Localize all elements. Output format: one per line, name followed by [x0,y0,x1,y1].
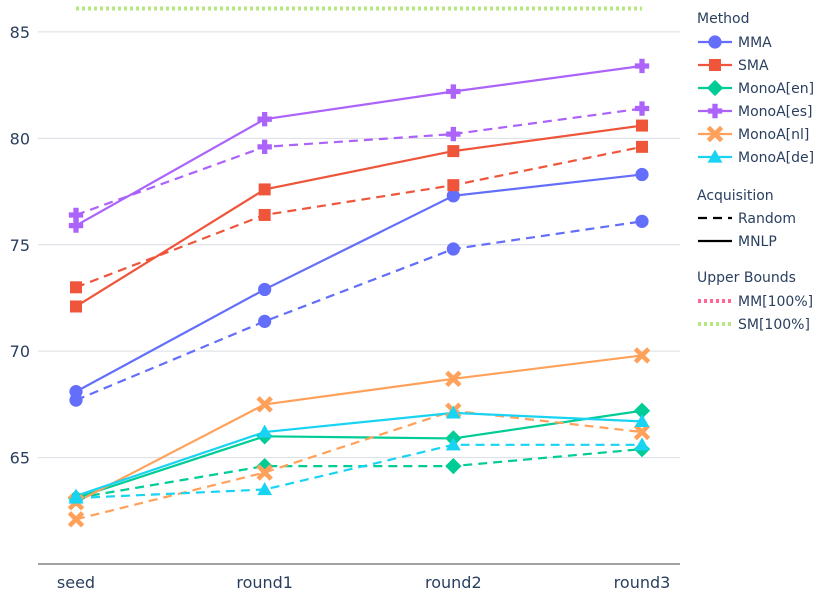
legend-item-mnlp[interactable]: MNLP [698,234,777,250]
legend-label: MM[100%] [738,294,813,310]
x-tick-label: round1 [236,573,293,592]
series-line-monoa-es-random [75,107,643,216]
legend-item-sm-100[interactable]: SM[100%] [698,317,810,333]
point-sma-mnlp-seed [70,300,82,313]
point-monoa-es-mnlp-round3 [634,58,650,74]
series-line-sma-mnlp [75,124,643,308]
point-mma-mnlp-round3 [635,167,649,182]
point-mma-random-round3 [635,214,649,228]
point-sma-mnlp-round3 [636,119,648,132]
point-sma-mnlp-round2 [447,145,460,158]
point-mma-mnlp-round1 [258,282,272,297]
point-mma-mnlp-seed [69,385,83,399]
point-monoa-de-random-round1 [257,482,273,496]
point-monoa-nl-mnlp-round3 [633,347,651,364]
point-monoa-en-mnlp-round3 [633,402,651,419]
point-monoa-de-random-round3 [634,437,650,451]
series-line-monoa-de-mnlp [75,411,643,497]
legend-marker-sma [709,59,721,71]
legend-title: Method [697,11,750,27]
legend-label: MMA [738,35,772,51]
point-monoa-es-random-round3 [634,101,650,116]
legend: Method MMA SMA MonoA[en] MonoA[es] MonoA[nl] M… [697,11,814,333]
series-line-monoa-de-random [75,443,642,500]
series-markers [67,58,651,528]
point-mma-random-round1 [258,314,272,328]
y-tick-label: 65 [10,449,30,468]
point-monoa-nl-mnlp-round1 [256,396,273,413]
y-tick-label: 75 [10,236,30,255]
x-tick-labels: seed round1 round2 round3 [57,573,670,592]
legend-item-random[interactable]: Random [698,211,796,227]
point-monoa-es-random-round2 [446,126,461,142]
legend-label: SM[100%] [738,317,810,333]
point-monoa-es-random-round1 [257,139,272,155]
x-tick-label: round3 [614,573,671,592]
point-monoa-de-mnlp-round3 [634,413,650,427]
series-line-sma-random [75,145,643,289]
point-monoa-es-mnlp-round2 [446,84,461,99]
point-monoa-nl-random-seed [67,511,85,528]
legend-item-monoa-nl[interactable]: MonoA[nl] [698,125,809,143]
point-sma-random-round3 [636,140,648,153]
series-line-monoa-en-mnlp [75,409,643,500]
series-line-monoa-en-random [75,447,643,500]
point-mma-random-round2 [446,242,460,256]
point-monoa-es-mnlp-round1 [257,111,272,127]
series-line-monoa-nl-mnlp [75,354,643,504]
legend-marker-monoa-en [706,79,724,97]
series-line-monoa-nl-random [75,409,643,521]
point-monoa-de-mnlp-seed [68,488,84,502]
legend-label: MNLP [738,234,777,250]
legend-marker-monoa-de [707,149,723,163]
y-tick-label: 85 [10,23,30,42]
point-sma-random-round1 [258,208,271,221]
point-monoa-nl-random-round1 [256,464,273,481]
series-line-monoa-es-mnlp [75,64,643,227]
legend-marker-mma [708,35,722,49]
point-mma-mnlp-round2 [446,189,460,203]
point-monoa-de-mnlp-round1 [257,424,273,438]
legend-item-monoa-en[interactable]: MonoA[en] [698,79,814,97]
legend-item-monoa-es[interactable]: MonoA[es] [698,103,813,120]
point-sma-random-seed [70,281,82,294]
series-line-mma-mnlp [75,173,643,393]
x-tick-label: seed [57,573,95,592]
point-sma-mnlp-round1 [258,183,271,196]
y-tick-label: 80 [10,129,30,148]
legend-item-mma[interactable]: MMA [698,35,772,51]
grid-lines [38,31,680,459]
y-tick-labels: 65 70 75 80 85 [10,23,30,468]
legend-label: MonoA[es] [738,104,813,120]
legend-marker-monoa-es [707,103,723,119]
legend-item-monoa-de[interactable]: MonoA[de] [698,149,814,166]
point-monoa-nl-mnlp-round2 [445,370,462,388]
y-tick-label: 70 [10,342,30,361]
point-monoa-de-random-round2 [445,437,461,451]
point-sma-random-round2 [447,179,460,192]
legend-item-mm-100[interactable]: MM[100%] [698,294,813,310]
legend-item-sma[interactable]: SMA [698,58,769,74]
series-line-mma-random [75,220,643,402]
x-tick-label: round2 [425,573,482,592]
point-monoa-nl-random-round3 [633,423,651,441]
point-monoa-en-random-round2 [445,457,462,475]
legend-marker-monoa-nl [706,125,724,143]
legend-label: MonoA[nl] [738,127,809,143]
point-monoa-es-mnlp-seed [68,218,84,233]
series-lines [75,64,643,521]
legend-label: SMA [738,58,769,74]
legend-title: Acquisition [697,188,774,204]
point-monoa-de-mnlp-round2 [445,405,461,419]
legend-label: MonoA[en] [738,81,814,97]
point-monoa-es-random-seed [68,207,84,223]
legend-label: Random [738,211,796,227]
legend-label: MonoA[de] [738,150,814,166]
legend-title: Upper Bounds [697,270,796,286]
